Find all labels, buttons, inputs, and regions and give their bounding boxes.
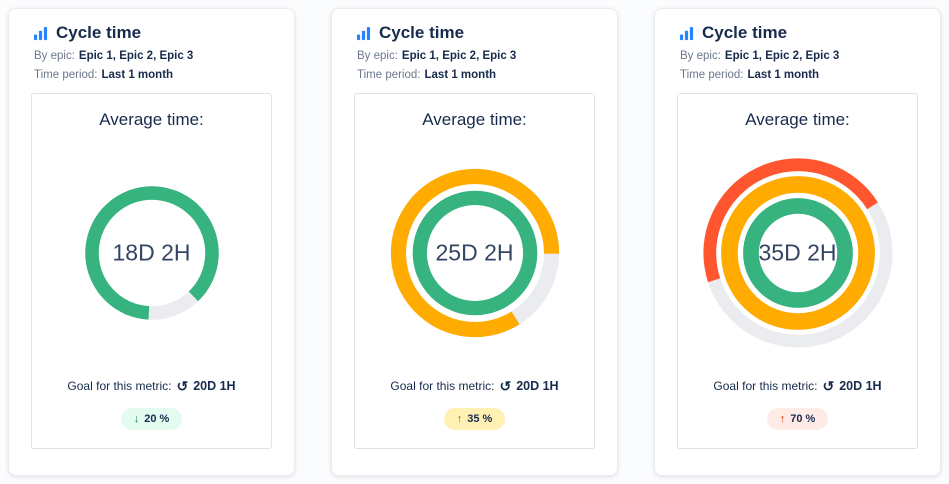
by-epic-label: By epic: bbox=[680, 50, 721, 62]
change-percent: 20 % bbox=[144, 413, 170, 425]
bar-chart-icon bbox=[356, 26, 371, 40]
trend-up-icon: ↑ bbox=[456, 413, 463, 425]
goal-line: Goal for this metric: ↺ 20D 1H bbox=[67, 379, 235, 393]
bar-chart-icon bbox=[33, 26, 48, 40]
gauge-rings bbox=[84, 185, 219, 320]
goal-line: Goal for this metric: ↺ 20D 1H bbox=[390, 379, 558, 393]
history-icon: ↺ bbox=[822, 378, 835, 394]
card-header: Cycle time bbox=[679, 23, 918, 43]
card-title: Cycle time bbox=[379, 23, 465, 42]
by-epic-value: Epic 1, Epic 2, Epic 3 bbox=[401, 50, 517, 62]
by-epic-label: By epic: bbox=[357, 50, 398, 62]
panel-title: Average time: bbox=[99, 110, 204, 129]
panel-title: Average time: bbox=[422, 110, 527, 129]
goal-value: 20D 1H bbox=[839, 379, 882, 393]
trend-up-icon: ↑ bbox=[779, 413, 786, 425]
time-period-value: Last 1 month bbox=[101, 69, 174, 81]
panel-title: Average time: bbox=[745, 110, 850, 129]
gauge-rings bbox=[702, 157, 893, 348]
card-title: Cycle time bbox=[56, 23, 142, 42]
average-time-value: 25D 2H bbox=[435, 239, 514, 265]
gauge-rings bbox=[390, 168, 559, 337]
time-period-line: Time period: Last 1 month bbox=[680, 69, 918, 81]
goal-label: Goal for this metric: bbox=[67, 379, 172, 393]
bar-chart-icon bbox=[679, 26, 694, 40]
average-time-value: 18D 2H bbox=[112, 239, 191, 265]
time-period-value: Last 1 month bbox=[747, 69, 820, 81]
time-period-label: Time period: bbox=[34, 69, 98, 81]
cycle-time-card-2: Cycle time By epic: Epic 1, Epic 2, Epic … bbox=[331, 8, 618, 476]
time-period-line: Time period: Last 1 month bbox=[357, 69, 595, 81]
average-time-panel: Average time: 25D 2H Goal for this metri… bbox=[354, 93, 595, 449]
cycle-time-card-3: Cycle time By epic: Epic 1, Epic 2, Epic … bbox=[654, 8, 941, 476]
change-percent: 35 % bbox=[467, 413, 493, 425]
goal-label: Goal for this metric: bbox=[713, 379, 818, 393]
change-badge: ↑ 70 % bbox=[766, 408, 829, 430]
time-period-line: Time period: Last 1 month bbox=[34, 69, 272, 81]
time-period-label: Time period: bbox=[357, 69, 421, 81]
by-epic-value: Epic 1, Epic 2, Epic 3 bbox=[724, 50, 840, 62]
cycle-time-gauge: 35D 2H bbox=[686, 130, 909, 375]
change-badge: ↓ 20 % bbox=[120, 408, 183, 430]
card-title: Cycle time bbox=[702, 23, 788, 42]
by-epic-line: By epic: Epic 1, Epic 2, Epic 3 bbox=[34, 50, 272, 62]
card-header: Cycle time bbox=[356, 23, 595, 43]
goal-value: 20D 1H bbox=[516, 379, 559, 393]
time-period-label: Time period: bbox=[680, 69, 744, 81]
card-header: Cycle time bbox=[33, 23, 272, 43]
average-time-panel: Average time: 18D 2H Goal for this metri… bbox=[31, 93, 272, 449]
change-percent: 70 % bbox=[790, 413, 816, 425]
history-icon: ↺ bbox=[176, 378, 189, 394]
time-period-value: Last 1 month bbox=[424, 69, 497, 81]
by-epic-line: By epic: Epic 1, Epic 2, Epic 3 bbox=[357, 50, 595, 62]
goal-label: Goal for this metric: bbox=[390, 379, 495, 393]
change-badge: ↑ 35 % bbox=[443, 408, 506, 430]
cycle-time-gauge: 25D 2H bbox=[363, 130, 586, 375]
by-epic-label: By epic: bbox=[34, 50, 75, 62]
by-epic-value: Epic 1, Epic 2, Epic 3 bbox=[78, 50, 194, 62]
trend-down-icon: ↓ bbox=[133, 413, 140, 425]
average-time-value: 35D 2H bbox=[758, 239, 837, 265]
cycle-time-card-1: Cycle time By epic: Epic 1, Epic 2, Epic … bbox=[8, 8, 295, 476]
cycle-time-gauge: 18D 2H bbox=[40, 130, 263, 375]
by-epic-line: By epic: Epic 1, Epic 2, Epic 3 bbox=[680, 50, 918, 62]
goal-value: 20D 1H bbox=[193, 379, 236, 393]
goal-line: Goal for this metric: ↺ 20D 1H bbox=[713, 379, 881, 393]
history-icon: ↺ bbox=[499, 378, 512, 394]
average-time-panel: Average time: 35D 2H Goal for this metri… bbox=[677, 93, 918, 449]
